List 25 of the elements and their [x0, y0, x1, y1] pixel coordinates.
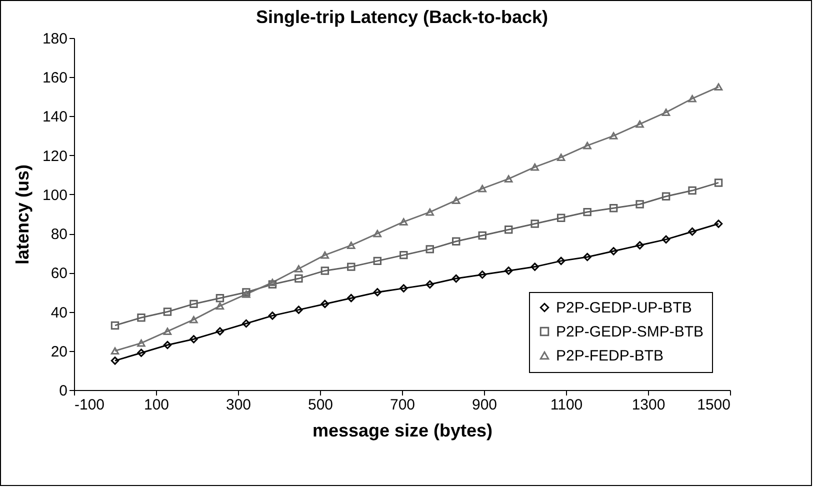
y-tick-label: 60: [50, 265, 68, 282]
x-tick-label: 500: [308, 396, 334, 414]
y-tick-label: 40: [50, 304, 68, 322]
y-tick-label: 120: [42, 148, 68, 165]
y-tick-label: 80: [50, 226, 68, 244]
y-tick-label: 20: [50, 343, 68, 360]
y-tick-label: 100: [42, 186, 68, 204]
x-tick-label: -100: [74, 396, 105, 414]
y-tick-label: 180: [42, 30, 68, 48]
chart-title: Single-trip Latency (Back-to-back): [256, 7, 548, 27]
y-tick-label: 160: [42, 70, 68, 87]
y-tick-label: 0: [59, 382, 68, 400]
x-tick-label: 900: [472, 396, 498, 414]
legend-label: P2P-GEDP-SMP-BTB: [556, 324, 704, 340]
legend-label: P2P-GEDP-UP-BTB: [556, 300, 692, 316]
x-tick-label: 1500: [697, 396, 730, 414]
x-tick-label: 100: [144, 396, 170, 414]
x-tick-label: 300: [226, 396, 252, 414]
x-axis-title: message size (bytes): [312, 420, 493, 440]
x-tick-label: 1100: [550, 396, 583, 414]
y-axis-title: latency (us): [12, 164, 32, 265]
legend-label: P2P-FEDP-BTB: [556, 348, 664, 364]
y-tick-label: 140: [42, 108, 68, 126]
x-tick-label: 700: [390, 396, 416, 414]
x-tick-label: 1300: [632, 396, 666, 414]
